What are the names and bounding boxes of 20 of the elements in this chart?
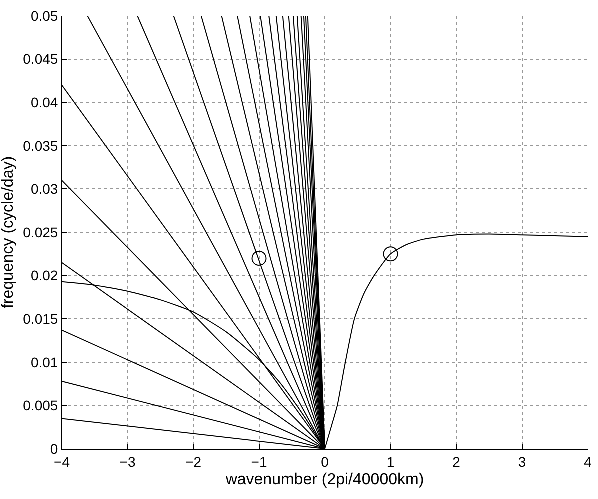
x-tick-label: 4 (584, 454, 592, 470)
y-tick-label: 0.01 (30, 354, 58, 370)
y-tick-label: 0.03 (30, 181, 58, 198)
y-tick-label: 0.035 (23, 138, 58, 154)
x-tick-label: 3 (518, 454, 526, 470)
x-tick-label: 1 (386, 454, 395, 470)
x-tick-label: −3 (120, 454, 136, 470)
y-tick-label: 0.04 (30, 94, 58, 110)
x-tick-label: 2 (452, 454, 461, 470)
y-tick-label: 0.015 (23, 311, 58, 327)
y-tick-label: 0.045 (23, 51, 58, 68)
x-tick-label: −2 (186, 454, 202, 470)
y-tick-label: 0.005 (23, 398, 58, 414)
y-axis-title: frequency (cycle/day) (0, 156, 17, 309)
x-tick-label: −1 (251, 454, 268, 470)
x-axis-title: wavenumber (2pi/40000km) (224, 472, 424, 488)
y-tick-label: 0.025 (23, 224, 58, 240)
y-tick-label: 0.05 (30, 8, 58, 24)
x-tick-label: 0 (321, 454, 330, 470)
y-tick-label: 0.02 (30, 268, 58, 284)
